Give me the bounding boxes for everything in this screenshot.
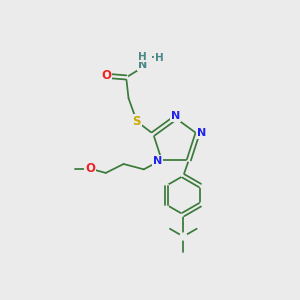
- Text: H: H: [138, 52, 147, 61]
- Text: O: O: [85, 162, 95, 175]
- Text: N: N: [153, 156, 162, 166]
- Text: N: N: [196, 128, 206, 138]
- Text: S: S: [133, 115, 141, 128]
- Text: N: N: [138, 60, 147, 70]
- Text: O: O: [101, 69, 111, 82]
- Text: N: N: [171, 111, 180, 121]
- Text: ·H: ·H: [151, 53, 163, 63]
